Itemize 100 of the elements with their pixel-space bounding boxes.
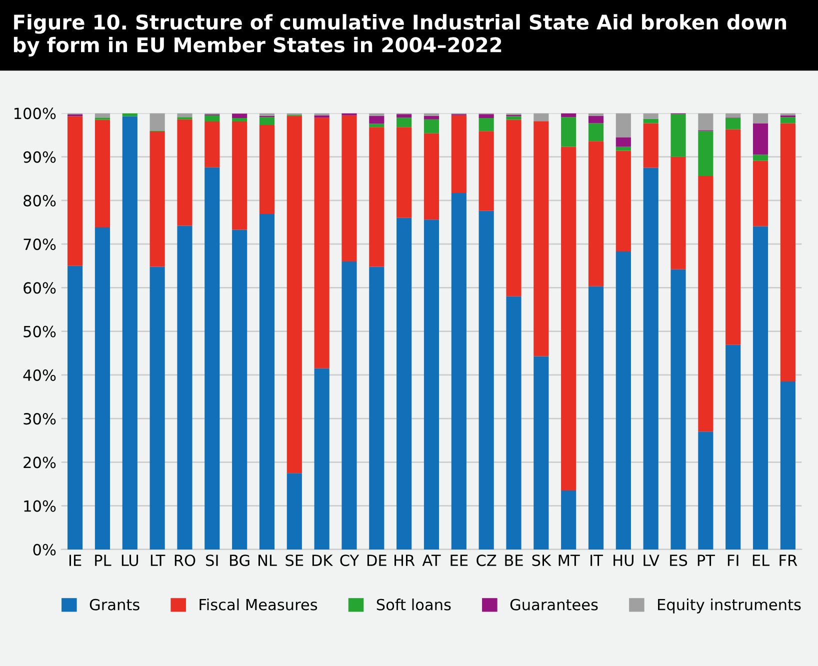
bar bbox=[232, 230, 248, 550]
bar bbox=[588, 141, 604, 286]
bar bbox=[534, 356, 549, 550]
x-tick-label: HU bbox=[614, 554, 634, 566]
y-tick-label: 30% bbox=[24, 413, 56, 425]
bar bbox=[369, 266, 384, 550]
x-tick-label: BE bbox=[505, 554, 523, 566]
chart-title: Figure 10. Structure of cumulative Industrial State Aid broken down by form in EU Member States in 2004–2022 bbox=[14, 14, 786, 56]
x-tick-label: SE bbox=[286, 554, 304, 566]
bar bbox=[616, 137, 631, 147]
x-tick-label: FI bbox=[728, 554, 738, 566]
bar bbox=[286, 116, 302, 474]
y-tick-label: 90% bbox=[23, 151, 56, 163]
legend-label: Grants bbox=[90, 598, 140, 610]
x-tick-label: CY bbox=[340, 554, 360, 566]
x-tick-label: EL bbox=[752, 554, 770, 566]
bar bbox=[68, 266, 83, 550]
x-tick-label: ES bbox=[670, 554, 688, 566]
bar bbox=[698, 176, 714, 432]
bar bbox=[643, 123, 658, 168]
legend-label: Equity instruments bbox=[658, 598, 801, 614]
y-tick-label: 20% bbox=[24, 456, 56, 468]
bar bbox=[204, 122, 220, 168]
bar bbox=[616, 150, 631, 252]
x-tick-label: IT bbox=[590, 554, 603, 566]
bar bbox=[369, 127, 384, 267]
bar bbox=[506, 296, 522, 550]
y-tick-label: 60% bbox=[24, 282, 56, 294]
bar bbox=[616, 252, 631, 550]
bar bbox=[588, 113, 604, 116]
bar bbox=[478, 210, 494, 550]
bar bbox=[561, 490, 576, 550]
y-tick-label: 0% bbox=[33, 544, 56, 556]
bar bbox=[478, 118, 494, 132]
bar bbox=[534, 121, 549, 356]
x-tick-label: AT bbox=[422, 554, 441, 566]
bar bbox=[396, 118, 412, 128]
bar bbox=[369, 113, 384, 116]
bar bbox=[698, 131, 714, 176]
bar bbox=[780, 117, 796, 124]
y-tick-label: 80% bbox=[24, 194, 56, 206]
x-tick-label: LV bbox=[644, 554, 660, 566]
bar bbox=[698, 113, 714, 130]
bar bbox=[780, 123, 796, 382]
bar bbox=[726, 344, 741, 550]
bar bbox=[616, 113, 631, 138]
bar bbox=[94, 113, 110, 118]
legend-label: Soft loans bbox=[376, 598, 451, 610]
bar bbox=[424, 133, 440, 220]
bar bbox=[478, 114, 494, 118]
bar bbox=[204, 115, 220, 122]
x-tick-label: BG bbox=[230, 554, 250, 566]
bar bbox=[588, 123, 604, 142]
bar bbox=[643, 118, 658, 124]
x-tick-label: LT bbox=[150, 554, 166, 566]
bar bbox=[369, 124, 384, 128]
bar bbox=[396, 218, 412, 550]
bar bbox=[177, 226, 192, 550]
bar bbox=[314, 368, 330, 550]
bar bbox=[561, 117, 576, 147]
bar bbox=[68, 116, 83, 266]
bar bbox=[122, 113, 138, 116]
bar bbox=[698, 432, 714, 550]
y-tick-label: 70% bbox=[24, 238, 56, 250]
bar bbox=[259, 214, 275, 550]
bar bbox=[670, 114, 686, 157]
bar bbox=[424, 220, 440, 550]
bar bbox=[122, 116, 138, 550]
bar bbox=[588, 116, 604, 124]
bar bbox=[643, 168, 658, 550]
bar bbox=[204, 167, 220, 550]
bar bbox=[259, 113, 275, 116]
bar bbox=[506, 120, 522, 296]
x-tick-label: CZ bbox=[476, 554, 496, 566]
x-tick-label: PL bbox=[95, 554, 112, 566]
bar bbox=[342, 115, 357, 262]
bar bbox=[150, 266, 165, 550]
bar bbox=[478, 131, 494, 211]
bar bbox=[94, 228, 110, 550]
bar bbox=[177, 113, 192, 118]
bar bbox=[561, 146, 576, 491]
y-tick-label: 10% bbox=[24, 500, 56, 512]
bar bbox=[643, 113, 658, 119]
bar bbox=[726, 118, 741, 130]
y-tick-label: 100% bbox=[14, 108, 56, 120]
bar bbox=[506, 116, 522, 120]
bar bbox=[314, 115, 330, 118]
x-tick-label: RO bbox=[174, 554, 196, 566]
x-tick-label: PT bbox=[698, 554, 715, 566]
bar bbox=[232, 114, 248, 118]
bar bbox=[726, 129, 741, 345]
bar bbox=[451, 193, 466, 550]
bar bbox=[424, 113, 440, 116]
bar bbox=[752, 123, 768, 155]
bar bbox=[232, 118, 248, 122]
x-tick-label: LU bbox=[122, 554, 138, 566]
y-tick-label: 40% bbox=[23, 369, 56, 381]
bar bbox=[780, 382, 796, 550]
bar bbox=[314, 118, 330, 368]
bar bbox=[150, 132, 165, 267]
